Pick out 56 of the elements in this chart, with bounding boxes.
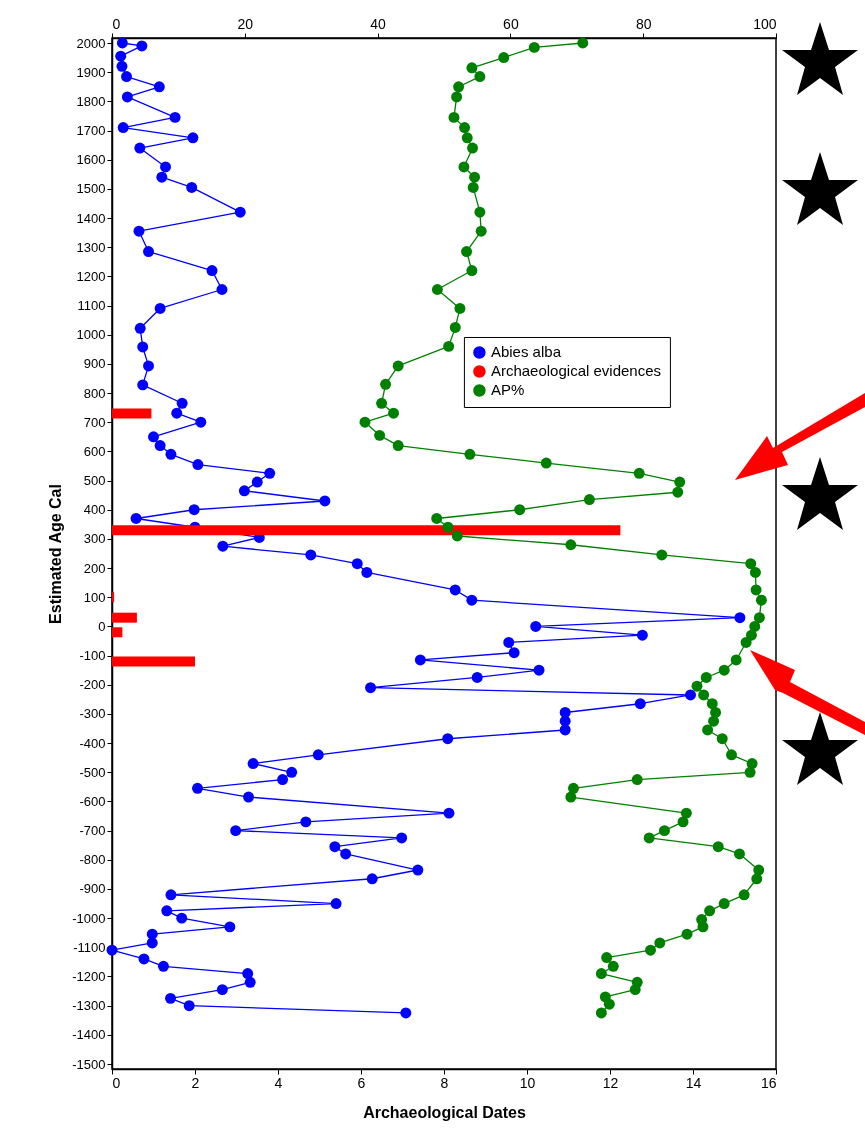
legend-label: AP%	[490, 381, 525, 399]
y-tick-label: -800	[79, 852, 106, 868]
x-tick-label: 14	[685, 1074, 702, 1091]
x-tick-label: 10	[519, 1074, 536, 1091]
y-tick-label: 1400	[76, 210, 106, 226]
y-tick-label: 1900	[76, 64, 106, 80]
y-tick-label: 500	[83, 473, 106, 489]
legend-label: Abies alba	[490, 343, 562, 361]
y-tick-label: 1500	[76, 181, 106, 197]
y-tick-label: 1100	[77, 298, 106, 314]
x-tick-label: 16	[760, 1074, 777, 1091]
y-tick-label: -1400	[72, 1027, 106, 1043]
y-tick-label: 600	[83, 443, 106, 459]
y-tick-label: -1100	[73, 939, 106, 955]
x-tick-label: 8	[440, 1074, 449, 1091]
x2-tick-label: 0	[112, 15, 121, 32]
y-tick-label: 1600	[76, 152, 106, 168]
x2-tick-label: 40	[370, 15, 387, 32]
y-tick-label: -1200	[72, 968, 106, 984]
y-axis-title: Estimated Age Cal	[47, 484, 65, 624]
y-tick-label: -1500	[72, 1056, 106, 1072]
y-tick-label: 0	[98, 618, 106, 634]
y-tick-label: -100	[79, 648, 106, 664]
y-tick-label: 1200	[76, 268, 106, 284]
y-tick-label: 400	[83, 502, 106, 518]
y-tick-label: 200	[83, 560, 106, 576]
y-tick-label: -600	[79, 793, 106, 809]
y-tick-label: -500	[79, 764, 106, 780]
y-tick-label: -400	[79, 735, 106, 751]
x2-tick-label: 20	[237, 15, 254, 32]
x-tick-label: 0	[112, 1074, 121, 1091]
legend-label: Archaeological evidences	[490, 362, 662, 380]
y-tick-label: 100	[83, 589, 106, 605]
y-tick-label: 1000	[76, 327, 106, 343]
y-tick-label: 300	[83, 531, 106, 547]
y-tick-label: -1300	[72, 998, 106, 1014]
y-tick-label: -300	[79, 706, 106, 722]
y-tick-label: 1800	[76, 93, 106, 109]
y-tick-label: 1300	[76, 239, 106, 255]
x-axis-title: Archaeological Dates	[363, 1103, 526, 1121]
x-tick-label: 4	[274, 1074, 283, 1091]
y-tick-label: -1000	[72, 910, 106, 926]
x-tick-label: 12	[602, 1074, 619, 1091]
x-tick-label: 6	[357, 1074, 366, 1091]
y-tick-label: -900	[79, 881, 106, 897]
x2-tick-label: 80	[635, 15, 652, 32]
x-tick-label: 2	[191, 1074, 200, 1091]
y-tick-label: 900	[83, 356, 106, 372]
x2-tick-label: 100	[753, 15, 777, 32]
y-tick-label: -700	[79, 823, 106, 839]
y-tick-label: 2000	[76, 35, 106, 51]
y-tick-label: -200	[79, 677, 106, 693]
y-tick-label: 1700	[76, 123, 106, 139]
x2-tick-label: 60	[503, 15, 519, 32]
y-tick-label: 700	[83, 414, 106, 430]
y-tick-label: 800	[83, 385, 106, 401]
